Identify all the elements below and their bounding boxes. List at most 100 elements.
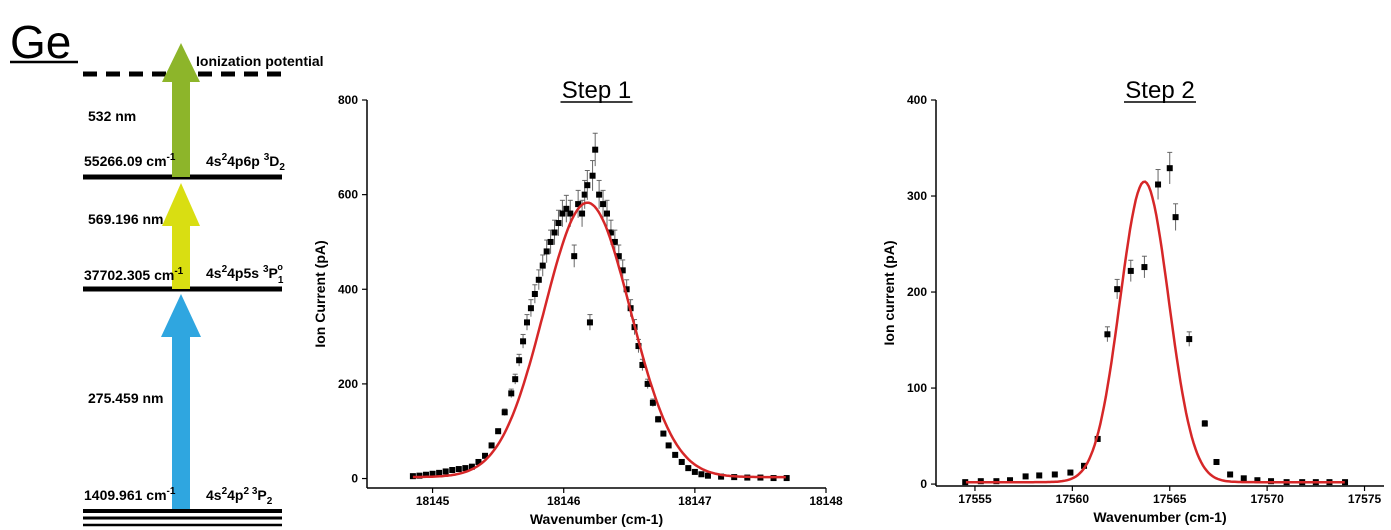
data-point [1227, 471, 1234, 478]
chart-step2: Step 2 0 100 200 300 400 17555 17560 17565 17570 1… [881, 77, 1384, 525]
ionization-label: Ionization potential [196, 53, 324, 69]
data-point [611, 238, 618, 245]
data-point [516, 357, 523, 364]
x-tick-label: 17565 [1153, 492, 1187, 506]
data-point [586, 319, 593, 326]
data-point [501, 409, 508, 416]
data-point [584, 182, 591, 189]
data-point [1007, 477, 1014, 484]
data-point [1201, 420, 1208, 427]
data-point [655, 416, 662, 423]
data-point [619, 267, 626, 274]
x-tick-label: 18145 [416, 494, 450, 508]
data-point [1127, 267, 1134, 274]
step3-arrow-532 [162, 43, 200, 177]
data-point [1022, 473, 1029, 480]
data-point [567, 210, 574, 217]
data-point [455, 466, 462, 473]
y-axis-label: Ion current (pA) [881, 241, 897, 346]
data-point [691, 468, 698, 475]
data-point [535, 276, 542, 283]
x-axis-label: Wavenumber (cm-1) [1093, 509, 1226, 525]
data-point [1155, 181, 1162, 188]
y-tick-label: 600 [338, 188, 358, 202]
data-point [607, 229, 614, 236]
x-axis-label: Wavenumber (cm-1) [530, 511, 663, 527]
data-point [482, 452, 489, 459]
data-point [623, 286, 630, 293]
fit-curve [965, 180, 1345, 484]
data-point [660, 430, 667, 437]
data-point [531, 291, 538, 297]
y-tick-label: 0 [351, 472, 358, 486]
data-point [508, 390, 515, 397]
data-point [547, 238, 554, 245]
data-point [665, 442, 672, 449]
wavelength-532: 532 nm [88, 108, 136, 124]
config-label-middle: 4s24p5s 3P1o [206, 262, 284, 286]
data-point [436, 469, 443, 476]
x-tick-label: 18147 [678, 494, 712, 508]
config-label-ground: 4s24p2 3P2 [206, 486, 273, 507]
data-point [1166, 165, 1173, 172]
x-tick-label: 17560 [1056, 492, 1090, 506]
fit-curve [412, 201, 786, 479]
data-point [543, 248, 550, 255]
energy-label-upper: 55266.09 cm-1 [84, 152, 176, 169]
data-point [523, 319, 530, 326]
chart-step1: Step 1 0 200 400 600 800 18145 18146 18147 18148 W… [312, 77, 843, 527]
data-point [1342, 479, 1349, 486]
data-point [527, 305, 534, 312]
data-point [581, 191, 588, 198]
data-point [1186, 336, 1193, 343]
data-point [603, 210, 610, 217]
data-point [639, 361, 646, 368]
config-label-upper: 4s24p6p 3D2 [206, 152, 285, 173]
data-point [783, 475, 790, 482]
data-point [520, 338, 527, 345]
data-point [563, 205, 570, 212]
data-point [423, 471, 430, 478]
data-point [678, 458, 685, 465]
energy-label-middle: 37702.305 cm-1 [84, 266, 184, 283]
data-point [592, 146, 599, 153]
data-point [1114, 286, 1121, 293]
data-point [635, 343, 642, 350]
data-point [442, 468, 449, 475]
step1-arrow-275 [161, 294, 201, 509]
data-point [559, 210, 566, 217]
y-tick-label: 400 [338, 282, 358, 296]
data-point [468, 463, 475, 470]
data-point [962, 479, 969, 486]
data-point [704, 472, 711, 479]
data-point [462, 465, 469, 472]
data-point [495, 428, 502, 435]
wavelength-569: 569.196 nm [88, 211, 164, 227]
data-point [512, 376, 519, 383]
x-tick-label: 18146 [547, 494, 581, 508]
x-tick-label: 18148 [809, 494, 843, 508]
data-point [1036, 472, 1043, 479]
chart-title: Step 1 [562, 77, 631, 104]
data-point [1051, 471, 1058, 478]
data-point [685, 465, 692, 472]
data-point [579, 210, 586, 217]
energy-label-ground: 1409.961 cm-1 [84, 486, 176, 503]
y-tick-label: 200 [907, 285, 927, 299]
data-point [429, 470, 436, 477]
data-point [649, 399, 656, 406]
data-point [672, 451, 679, 458]
data-point [551, 229, 558, 236]
level-diagram: Ge Ionization potential 532 nm 569.196 n… [10, 16, 324, 527]
y-tick-label: 800 [338, 93, 358, 107]
x-tick-label: 17555 [958, 492, 992, 506]
data-point [1141, 264, 1148, 271]
data-point [416, 472, 423, 479]
y-tick-label: 200 [338, 377, 358, 391]
chart-title: Step 2 [1125, 77, 1194, 104]
x-tick-label: 17570 [1250, 492, 1284, 506]
data-point [596, 191, 603, 198]
y-tick-label: 300 [907, 189, 927, 203]
data-point [555, 220, 562, 227]
